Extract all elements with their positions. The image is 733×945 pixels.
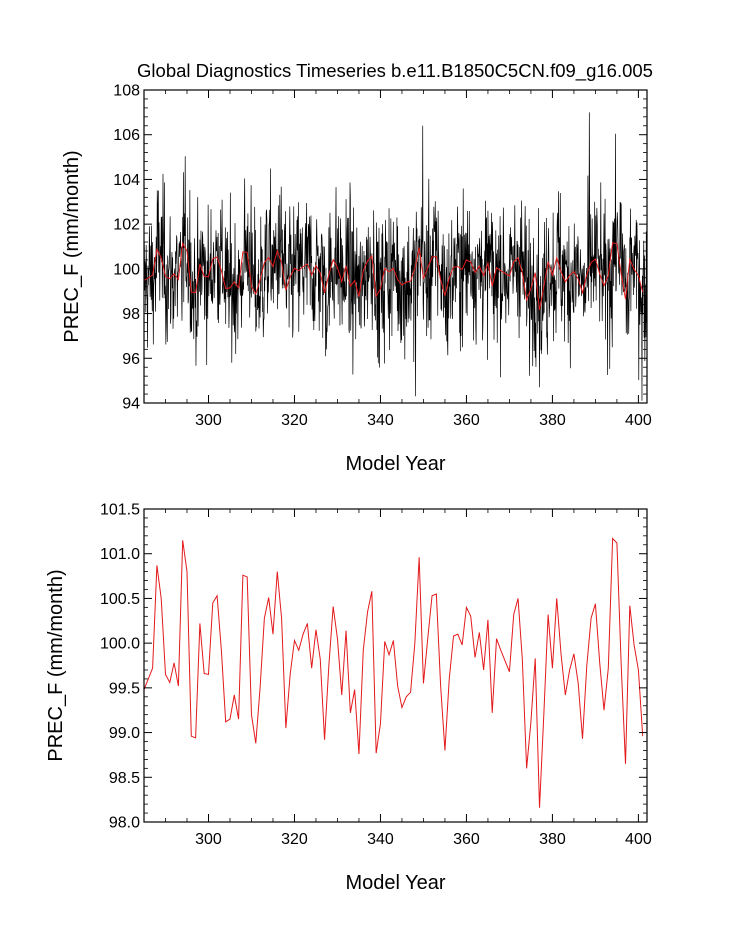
chart-title: Global Diagnostics Timeseries b.e11.B185…	[137, 60, 653, 82]
bottom-x-axis-label: Model Year	[345, 872, 445, 894]
bottom-y-tick-label: 101.0	[100, 546, 140, 563]
top-x-tick-label: 380	[539, 412, 566, 429]
bottom-y-tick-label: 98.5	[109, 770, 140, 787]
bottom-y-tick-label: 98.0	[109, 815, 140, 832]
bottom-annual-mean-line	[144, 537, 644, 808]
top-x-tick-label: 360	[453, 412, 480, 429]
bottom-y-tick-label: 99.5	[109, 680, 140, 697]
top-y-tick-label: 108	[113, 83, 140, 100]
bottom-y-tick-label: 100.5	[100, 591, 140, 608]
monthly-series-line	[144, 112, 647, 401]
bottom-plot-frame	[143, 508, 648, 823]
top-y-tick-label: 104	[113, 172, 140, 189]
bottom-y-tick-label: 100.0	[100, 636, 140, 653]
top-x-tick-label: 300	[195, 412, 222, 429]
top-chart: Global Diagnostics Timeseries b.e11.B185…	[61, 60, 653, 475]
top-y-tick-label: 102	[113, 217, 140, 234]
bottom-x-tick-label: 380	[539, 831, 566, 848]
top-y-tick-label: 94	[122, 396, 140, 413]
top-x-tick-label: 320	[281, 412, 308, 429]
top-y-tick-label: 100	[113, 261, 140, 278]
top-y-tick-label: 96	[122, 351, 140, 368]
top-x-axis-label: Model Year	[345, 453, 445, 475]
bottom-x-tick-label: 400	[625, 831, 652, 848]
bottom-x-tick-label: 360	[453, 831, 480, 848]
top-plot-frame	[143, 89, 648, 404]
bottom-y-tick-label: 99.0	[109, 725, 140, 742]
bottom-chart: 300 320 340 360 380 400 98.0 98.5 99.0 99.5 100.0 1…	[45, 502, 652, 895]
top-y-axis-label: PREC_F (mm/month)	[61, 150, 83, 342]
bottom-x-tick-label: 300	[195, 831, 222, 848]
top-x-tick-label: 400	[625, 412, 652, 429]
bottom-y-axis-label: PREC_F (mm/month)	[45, 569, 67, 761]
bottom-y-tick-label: 101.5	[100, 502, 140, 519]
top-y-tick-label: 98	[122, 306, 140, 323]
bottom-x-tick-label: 320	[281, 831, 308, 848]
top-y-tick-label: 106	[113, 127, 140, 144]
top-x-tick-label: 340	[367, 412, 394, 429]
top-annual-mean-line	[144, 241, 644, 311]
bottom-x-tick-label: 340	[367, 831, 394, 848]
